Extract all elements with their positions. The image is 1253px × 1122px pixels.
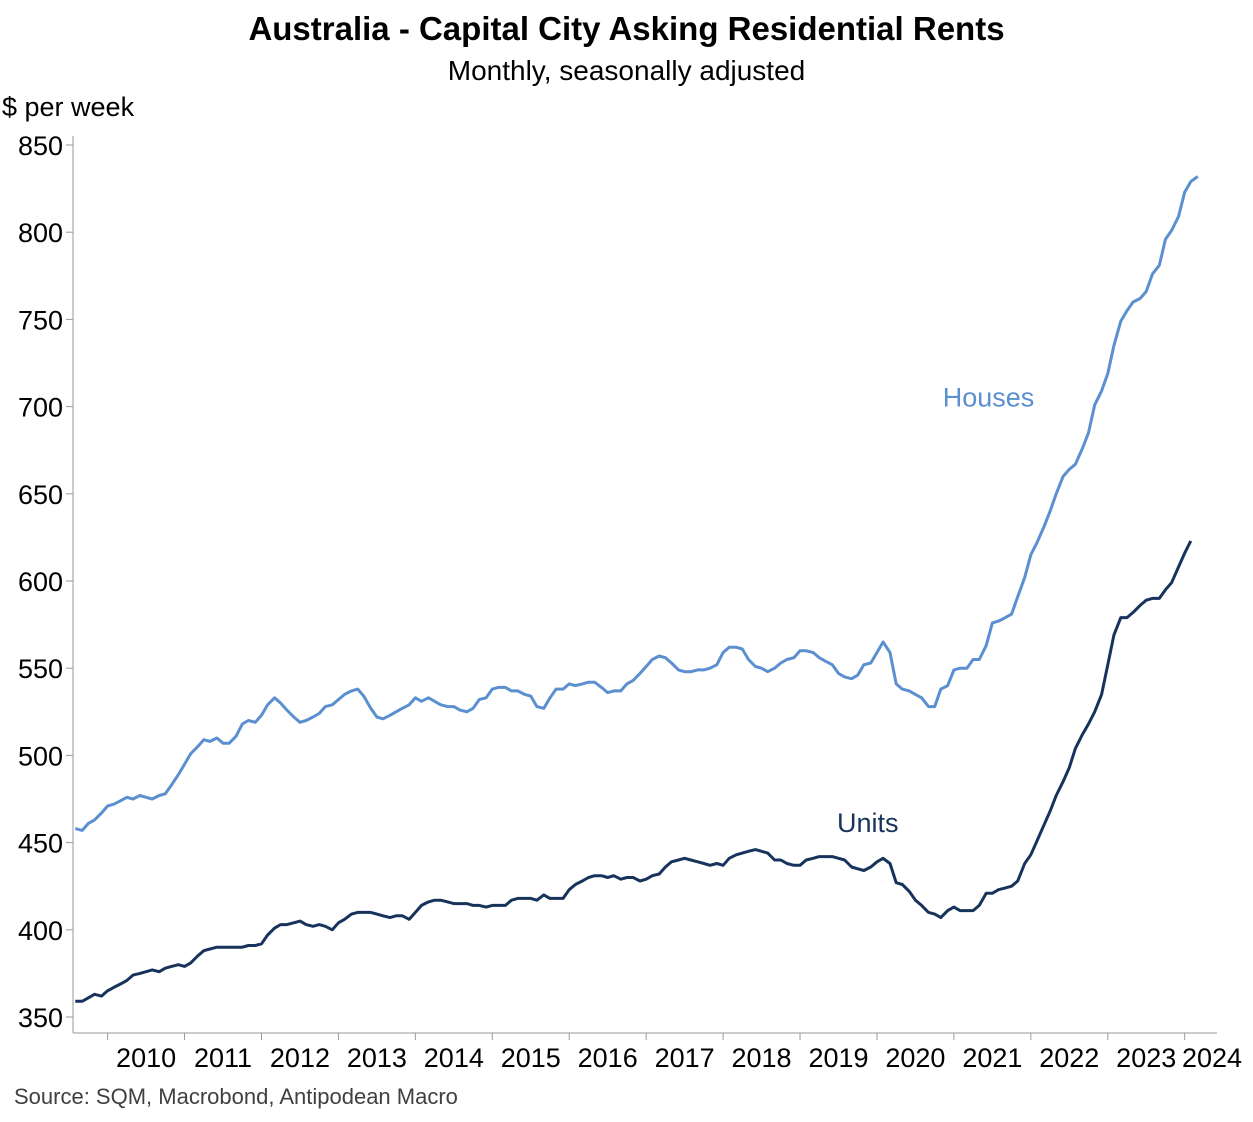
- y-axis-label: $ per week: [2, 92, 135, 122]
- series-layer: Houses Units: [74, 175, 1199, 1003]
- x-tick-label: 2016: [578, 1043, 638, 1073]
- x-tick-label: 2013: [347, 1043, 407, 1073]
- y-tick-label: 600: [18, 567, 63, 597]
- y-tick-label: 850: [18, 131, 63, 161]
- y-tick-label: 650: [18, 480, 63, 510]
- y-tick-label: 800: [18, 218, 63, 248]
- x-tick-label: 2023: [1116, 1043, 1176, 1073]
- x-tick-label: 2021: [962, 1043, 1022, 1073]
- y-tick-label: 500: [18, 741, 63, 771]
- x-tick-label: 2024: [1182, 1043, 1242, 1073]
- axes: 350 400 450 500 550 600 650 700 750 800 850 2010 201…: [18, 131, 1242, 1073]
- x-tick-label: 2011: [194, 1043, 252, 1073]
- series-label-houses: Houses: [943, 383, 1035, 413]
- y-tick-label: 700: [18, 393, 63, 423]
- series-line-houses: [74, 175, 1199, 832]
- x-tick-label: 2020: [885, 1043, 945, 1073]
- series-line-units: [75, 540, 1193, 1003]
- y-tick-label: 350: [18, 1003, 63, 1033]
- x-tick-label: 2018: [732, 1043, 792, 1073]
- chart-subtitle: Monthly, seasonally adjusted: [447, 55, 806, 86]
- series-label-units: Units: [837, 808, 899, 838]
- x-tick-label: 2017: [655, 1043, 715, 1073]
- y-tick-label: 550: [18, 654, 63, 684]
- x-tick-label: 2015: [501, 1043, 561, 1073]
- x-tick-label: 2012: [270, 1043, 330, 1073]
- y-tick-label: 750: [18, 305, 63, 335]
- x-tick-label: 2010: [116, 1043, 176, 1073]
- y-tick-label: 400: [18, 916, 63, 946]
- chart-title: Australia - Capital City Asking Resident…: [248, 10, 1005, 47]
- x-tick-label: 2019: [808, 1043, 868, 1073]
- y-tick-label: 450: [18, 829, 63, 859]
- x-tick-label: 2022: [1039, 1043, 1099, 1073]
- x-tick-label: 2014: [424, 1043, 484, 1073]
- source-note: Source: SQM, Macrobond, Antipodean Macro: [14, 1084, 458, 1109]
